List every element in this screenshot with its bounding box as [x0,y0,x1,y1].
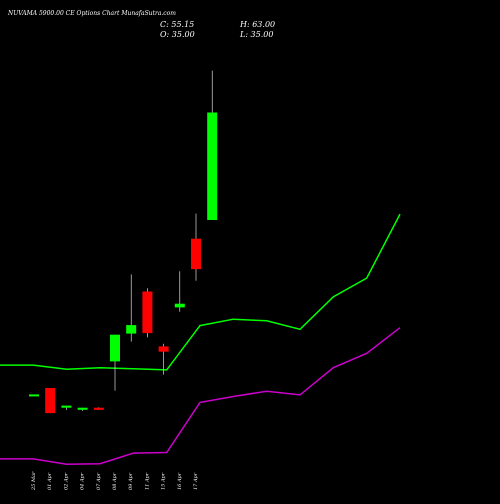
low-readout: L: 35.00 [239,30,273,39]
x-tick-label: 25 Mar [31,471,37,491]
lower-band-line [0,327,401,466]
candle-body [93,407,104,410]
candle-body [142,291,153,334]
candle-body [191,238,201,270]
band-lines [0,213,401,466]
candle-body [174,303,185,308]
chart-title: NUVAMA 5900.00 CE Options Chart MunafaSu… [7,10,176,17]
candle-body [61,405,72,408]
x-tick-label: 01 Apr [47,472,53,490]
x-tick-label: 04 Apr [80,472,86,490]
upper-band-line [0,213,401,371]
candle [93,407,104,410]
close-readout: C: 55.15 [160,20,194,29]
candle-body [45,388,56,414]
candle-body [110,334,120,362]
candle [158,343,169,375]
candle [61,405,72,410]
candle-body [77,407,88,410]
candle [77,407,88,411]
x-tick-label: 16 Apr [177,472,183,490]
candle [142,288,153,338]
candle [110,334,120,391]
x-tick-label: 11 Apr [144,472,150,490]
candle [174,271,185,312]
candle-body [207,112,218,220]
candle [191,213,201,281]
x-tick-label: 07 Apr [96,472,102,490]
candle [29,394,39,397]
candle-body [29,394,39,397]
open-readout: O: 35.00 [160,30,195,39]
x-tick-label: 15 Apr [161,472,167,490]
x-tick-label: 08 Apr [112,472,118,490]
candle-body [158,346,169,352]
x-tick-label: 17 Apr [193,472,199,490]
high-readout: H: 63.00 [239,20,275,29]
candle [207,70,218,220]
candle-body [126,325,137,334]
x-tick-label: 02 Apr [63,472,69,490]
x-axis-labels: 25 Mar 01 Apr 02 Apr 04 Apr 07 Apr 08 Apr 09 A… [31,471,199,491]
candle [126,274,137,342]
candles [29,70,218,414]
candle [45,388,56,414]
x-tick-label: 09 Apr [128,472,134,490]
